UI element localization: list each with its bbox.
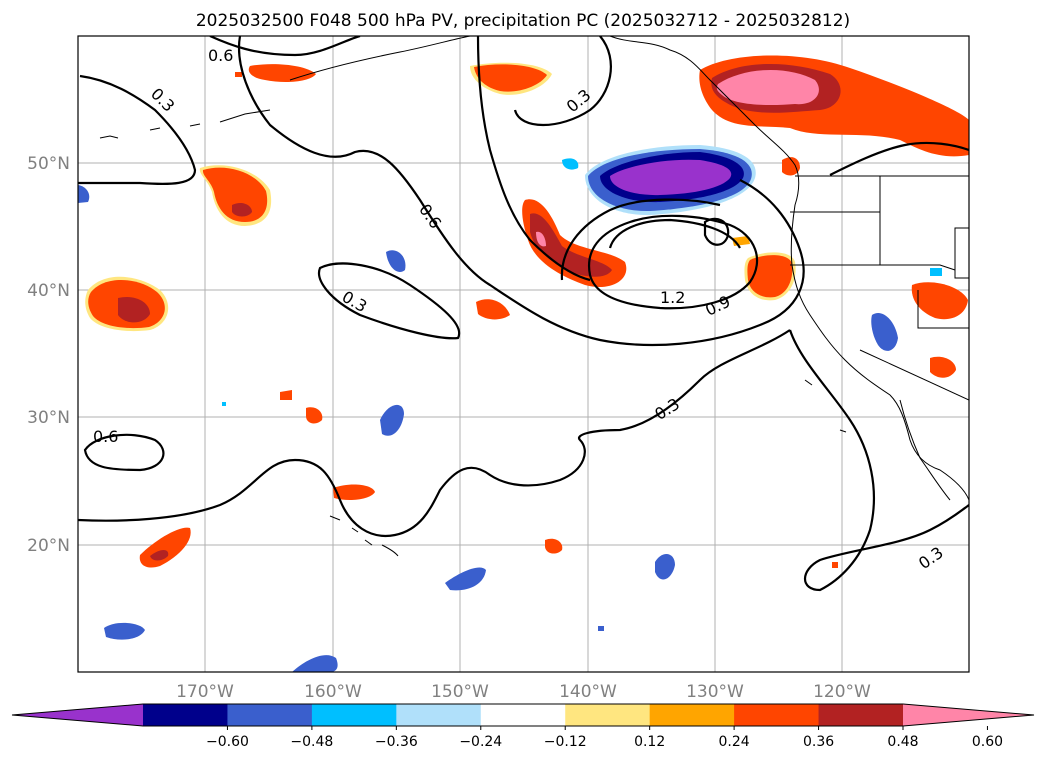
colorbar-tick-label: 0.60	[972, 734, 1003, 750]
colorbar-tick-label: 0.24	[719, 734, 750, 750]
contour-label: 0.3	[147, 84, 178, 115]
precip-positive	[85, 55, 969, 568]
contour-label: 0.3	[915, 543, 947, 573]
map-title: 2025032500 F048 500 hPa PV, precipitatio…	[196, 11, 850, 31]
lat-label-50: 50°N	[27, 154, 70, 174]
colorbar-tick-label: −0.36	[375, 734, 418, 750]
colorbar-tick-label: −0.24	[459, 734, 502, 750]
colorbar-extend-min	[12, 704, 143, 726]
colorbar-segment	[565, 704, 651, 726]
colorbar-segment	[734, 704, 820, 726]
borders	[790, 175, 969, 401]
lon-label-170w: 170°W	[176, 682, 234, 702]
map-panel: 0.6 0.3 0.6 0.3 0.3 0.6 0.3 1.2 0.9 0.3	[78, 36, 969, 672]
colorbar-segment	[143, 704, 228, 726]
latitude-labels: 50°N 40°N 30°N 20°N	[27, 154, 70, 556]
lon-label-160w: 160°W	[304, 682, 362, 702]
contour-label: 0.6	[93, 427, 118, 446]
colorbar-tick-label: −0.12	[544, 734, 587, 750]
lon-label-130w: 130°W	[686, 682, 744, 702]
contour-label: 0.3	[563, 85, 595, 116]
colorbar-ticks: −0.60 −0.48 −0.36 −0.24 −0.12 0.12 0.24 0.36 0.4…	[206, 726, 1003, 750]
gridlines	[78, 36, 969, 672]
precip-negative	[78, 145, 942, 672]
colorbar-segment	[649, 704, 735, 726]
colorbar-segment	[480, 704, 566, 726]
contour-label: 1.2	[660, 288, 685, 307]
lon-label-140w: 140°W	[559, 682, 617, 702]
colorbar-tick-label: 0.36	[803, 734, 834, 750]
lon-label-150w: 150°W	[431, 682, 489, 702]
lat-label-40: 40°N	[27, 281, 70, 301]
pv-contours	[78, 36, 969, 592]
lon-label-120w: 120°W	[813, 682, 871, 702]
contour-label: 0.6	[208, 46, 233, 65]
colorbar-segment	[311, 704, 397, 726]
colorbar-segment	[227, 704, 313, 726]
contour-label: 0.6	[415, 200, 445, 232]
colorbar-extend-max	[903, 704, 1034, 726]
colorbar-tick-label: −0.60	[206, 734, 249, 750]
colorbar-outline	[11, 703, 1035, 727]
map-frame	[77, 35, 970, 673]
lat-label-30: 30°N	[27, 408, 70, 428]
colorbar-segment	[818, 704, 904, 726]
lat-label-20: 20°N	[27, 536, 70, 556]
colorbar-tick-label: −0.48	[290, 734, 333, 750]
colorbar-segment	[396, 704, 482, 726]
longitude-labels: 170°W 160°W 150°W 140°W 130°W 120°W	[176, 682, 871, 702]
colorbar: −0.60 −0.48 −0.36 −0.24 −0.12 0.12 0.24 0.36 0.4…	[11, 703, 1035, 750]
contour-label: 0.9	[702, 292, 733, 320]
colorbar-segments	[11, 703, 1035, 727]
colorbar-tick-label: 0.12	[634, 734, 665, 750]
contour-label: 0.3	[339, 287, 371, 316]
colorbar-tick-label: 0.48	[887, 734, 918, 750]
